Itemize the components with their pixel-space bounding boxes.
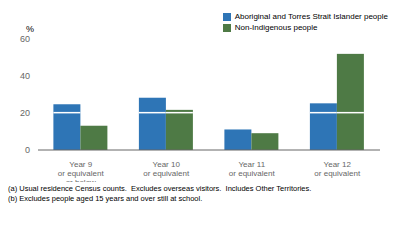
svg-text:Year 11or equivalent: Year 11or equivalent (229, 160, 276, 178)
html-text:(b) Excludes people aged 15 ye: (b) Excludes people aged 15 years and ov… (8, 194, 203, 203)
svg-text:Year 9or equivalentor below: Year 9or equivalentor below (58, 160, 105, 182)
html-text:(a) Usual residence Census cou: (a) Usual residence Census counts. Exclu… (8, 184, 312, 193)
svg-text:Year 12or equivalent: Year 12or equivalent (314, 160, 361, 178)
html-text:Non-Indigenous people: Non-Indigenous people (234, 23, 318, 32)
svg-text:40: 40 (20, 71, 30, 81)
html-text:Aboriginal and Torres Strait I: Aboriginal and Torres Strait Islander pe… (234, 12, 388, 21)
svg-text:20: 20 (20, 108, 30, 118)
svg-text:Year 10or equivalent: Year 10or equivalent (143, 160, 190, 178)
svg-text:0: 0 (25, 145, 30, 155)
svg-text:60: 60 (20, 34, 30, 44)
